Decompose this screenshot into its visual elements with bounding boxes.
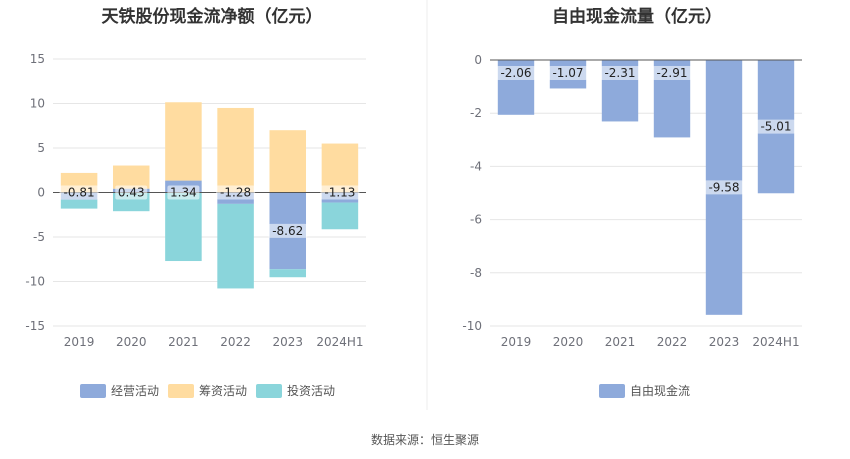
x-tick-label: 2024H1 xyxy=(316,335,363,349)
data-label-bg xyxy=(756,119,796,134)
y-tick-label: -2 xyxy=(470,106,482,120)
data-label: -2.06 xyxy=(500,66,531,80)
bar-financing xyxy=(269,130,307,193)
y-tick-label: 5 xyxy=(37,141,45,155)
y-tick-label: -10 xyxy=(462,319,482,333)
legend-label[interactable]: 自由现金流 xyxy=(630,383,690,398)
free-cash-flow-chart: 自由现金流量（亿元） 0 -2 -4 -6 -8 -10 2019 2020 2021 2022 2… xyxy=(462,6,802,398)
cash-flow-chart: 天铁股份现金流净额（亿元） 15 10 5 0 -5 -10 -15 2019 2020 2021… xyxy=(25,6,366,398)
x-tick-label: 2019 xyxy=(501,335,532,349)
data-label: -1.28 xyxy=(220,186,251,200)
chart-title: 天铁股份现金流净额（亿元） xyxy=(102,6,323,27)
data-label: -1.07 xyxy=(552,66,583,80)
bars xyxy=(60,102,359,289)
y-tick-label: -5 xyxy=(33,230,45,244)
data-label-bg xyxy=(167,185,200,200)
legend-swatch[interactable] xyxy=(80,384,106,398)
y-tick-label: 0 xyxy=(474,53,482,67)
data-label-bg xyxy=(115,185,148,200)
y-tick-label: -10 xyxy=(25,275,45,289)
bar-investing xyxy=(269,269,307,278)
legend-label[interactable]: 投资活动 xyxy=(287,383,335,398)
data-label: -2.31 xyxy=(604,66,635,80)
x-tick-label: 2023 xyxy=(272,335,303,349)
chart-title: 自由现金流量（亿元） xyxy=(552,6,722,27)
data-label-bg xyxy=(496,66,536,80)
x-tick-label: 2020 xyxy=(553,335,584,349)
legend-swatch[interactable] xyxy=(256,384,282,398)
data-label-bg xyxy=(704,180,744,195)
legend-swatch[interactable] xyxy=(599,384,625,398)
data-source: 数据来源：恒生聚源 xyxy=(371,432,479,447)
x-tick-label: 2021 xyxy=(605,335,636,349)
bar-financing xyxy=(321,143,359,193)
bar-investing xyxy=(217,203,254,289)
x-tick-label: 2022 xyxy=(657,335,688,349)
data-label-bg xyxy=(320,185,360,200)
bar-investing xyxy=(165,192,202,262)
data-label: -1.13 xyxy=(324,186,355,200)
y-tick-label: -8 xyxy=(470,266,482,280)
data-label: -0.81 xyxy=(64,186,95,200)
data-label: -2.91 xyxy=(656,66,687,80)
data-label-bg xyxy=(59,185,99,200)
legend[interactable]: 经营活动 筹资活动 投资活动 xyxy=(80,383,335,398)
x-tick-label: 2023 xyxy=(709,335,740,349)
y-tick-label: 15 xyxy=(30,52,45,66)
bar-financing xyxy=(112,165,150,189)
bar-financing xyxy=(165,102,202,181)
x-tick-label: 2024H1 xyxy=(752,335,799,349)
data-label: -5.01 xyxy=(760,120,791,134)
legend-label[interactable]: 筹资活动 xyxy=(199,384,247,398)
y-tick-label: 10 xyxy=(30,97,45,111)
data-label: -9.58 xyxy=(708,180,739,194)
data-label-bg xyxy=(600,66,640,80)
x-tick-label: 2021 xyxy=(168,335,199,349)
data-label-bg xyxy=(652,66,692,80)
data-label-bg xyxy=(216,185,256,200)
x-tick-label: 2019 xyxy=(64,335,95,349)
data-label: 0.43 xyxy=(118,186,145,200)
data-label: -8.62 xyxy=(272,224,303,238)
data-label-bg xyxy=(548,66,588,80)
y-tick-label: -15 xyxy=(25,319,45,333)
bar-financing xyxy=(217,107,254,193)
data-label-bg xyxy=(268,223,308,238)
legend-swatch[interactable] xyxy=(168,384,194,398)
y-tick-label: -6 xyxy=(470,213,482,227)
x-tick-label: 2022 xyxy=(220,335,251,349)
legend-label[interactable]: 经营活动 xyxy=(111,384,159,398)
legend[interactable]: 自由现金流 xyxy=(599,383,690,398)
bars xyxy=(497,60,795,315)
bar-investing xyxy=(60,199,98,209)
y-tick-label: -4 xyxy=(470,159,482,173)
data-label: 1.34 xyxy=(170,186,197,200)
y-tick-label: 0 xyxy=(37,186,45,200)
x-tick-label: 2020 xyxy=(116,335,147,349)
bar-investing xyxy=(321,202,359,230)
